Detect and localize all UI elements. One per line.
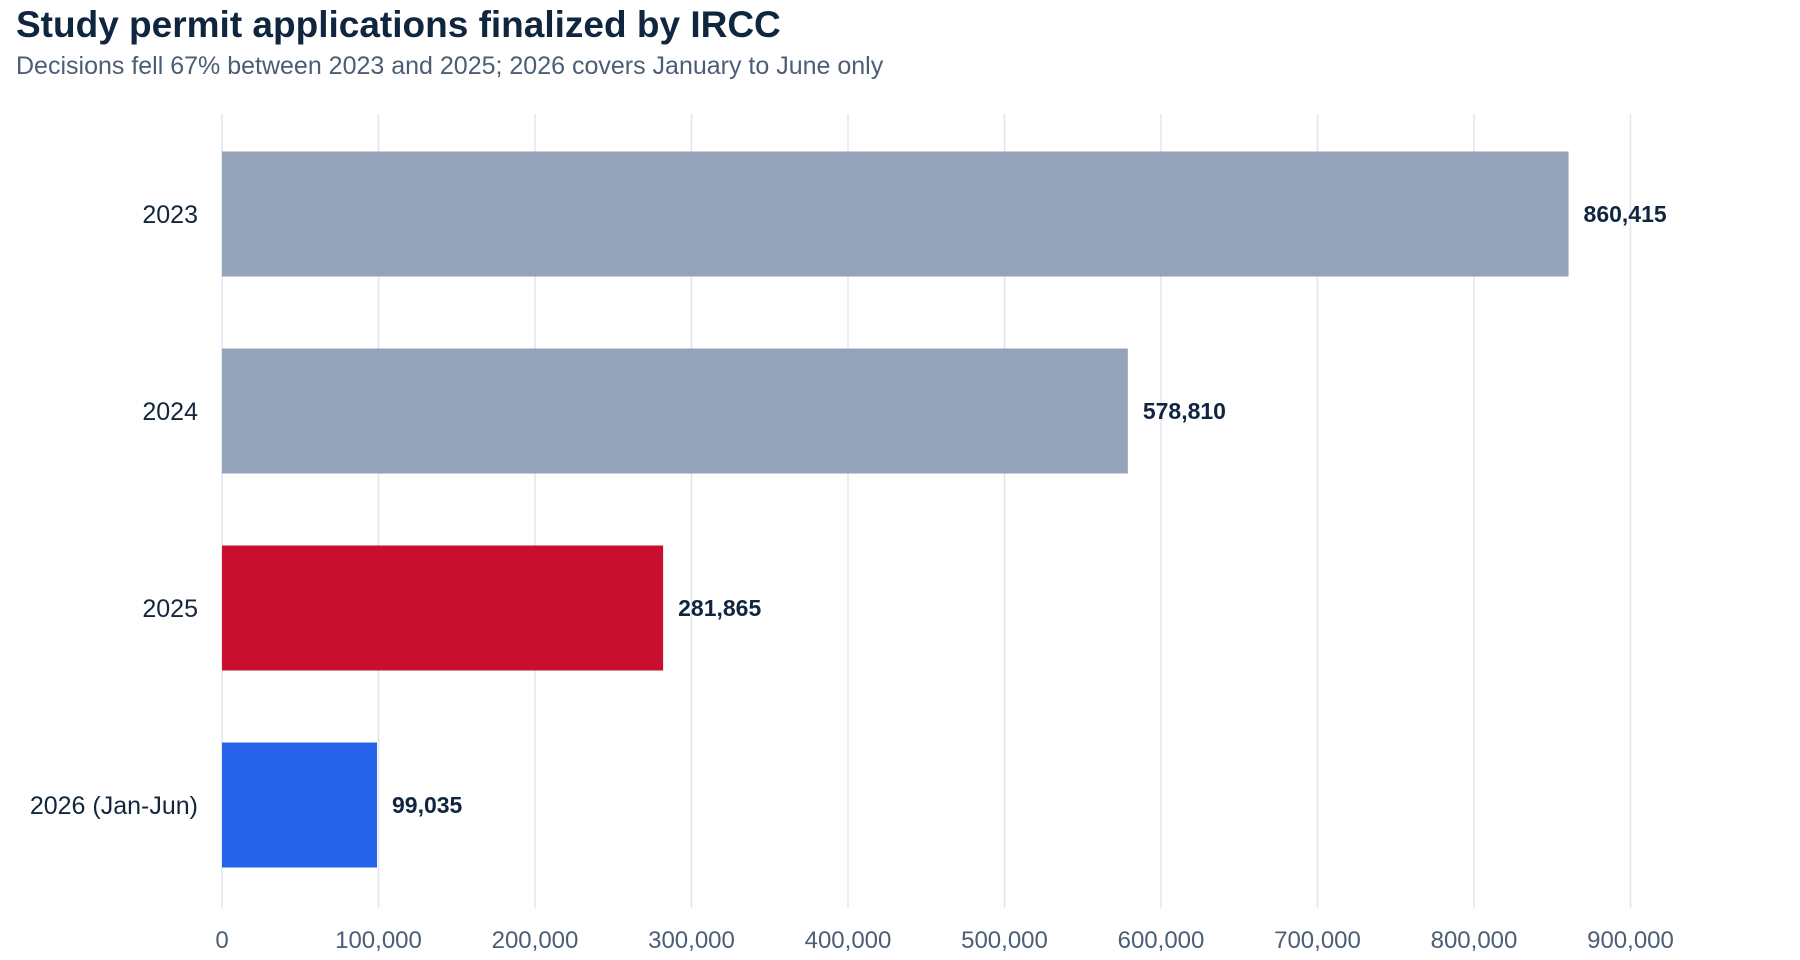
- x-tick-label: 400,000: [805, 927, 892, 954]
- value-label: 281,865: [678, 595, 761, 621]
- value-label: 860,415: [1584, 201, 1667, 227]
- category-label: 2025: [142, 595, 198, 623]
- value-label: 99,035: [392, 792, 463, 818]
- x-tick-label: 300,000: [648, 927, 735, 954]
- x-tick-label: 200,000: [492, 927, 579, 954]
- x-tick-label: 600,000: [1118, 927, 1205, 954]
- chart-subtitle: Decisions fell 67% between 2023 and 2025…: [16, 52, 884, 80]
- x-tick-label: 500,000: [961, 927, 1048, 954]
- chart-title: Study permit applications finalized by I…: [16, 4, 781, 45]
- category-label: 2023: [142, 201, 198, 229]
- category-label: 2026 (Jan-Jun): [30, 792, 198, 820]
- bar-2023: [222, 151, 1569, 277]
- labels: 0 100,000 200,000 300,000 400,000 500,000 600,…: [30, 201, 1674, 954]
- category-label: 2024: [142, 398, 198, 426]
- bar-2024: [222, 348, 1128, 474]
- value-label: 578,810: [1143, 398, 1226, 424]
- bar-2025: [222, 545, 664, 671]
- bars: [222, 151, 1569, 868]
- x-tick-label: 900,000: [1587, 927, 1674, 954]
- x-tick-label: 700,000: [1274, 927, 1361, 954]
- bar-2026-jan-jun: [222, 742, 377, 868]
- x-tick-label: 100,000: [335, 927, 422, 954]
- x-tick-label: 800,000: [1431, 927, 1518, 954]
- x-tick-label: 0: [215, 927, 228, 954]
